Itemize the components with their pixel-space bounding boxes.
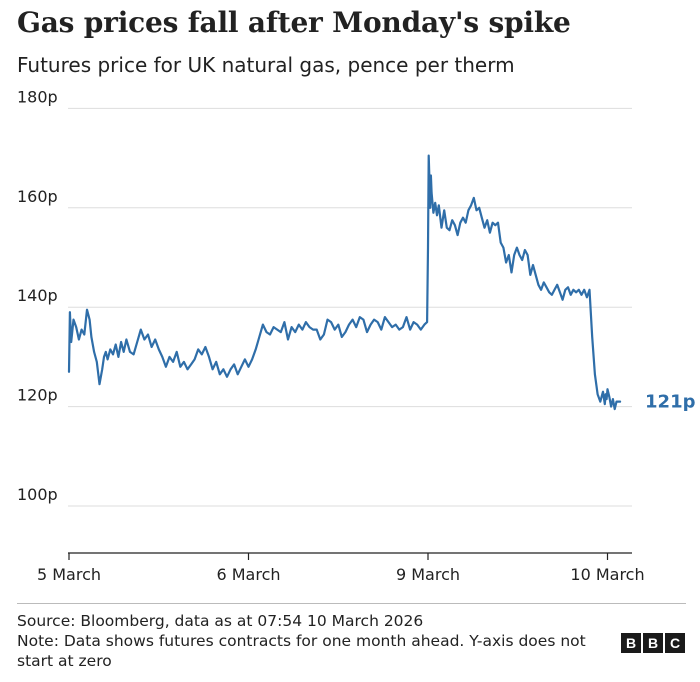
line-chart: 100p 120p 140p 160p 180p 5 March 6 March 9 Marc…: [17, 87, 696, 584]
footer-divider: [17, 603, 686, 604]
logo-letter-b1: B: [621, 633, 641, 653]
y-tick-label-120: 120p: [17, 386, 58, 405]
y-tick-label-180: 180p: [17, 87, 58, 106]
chart-subtitle: Futures price for UK natural gas, pence …: [17, 53, 515, 77]
chart-footer: Source: Bloomberg, data as at 07:54 10 M…: [17, 611, 597, 671]
logo-letter-b2: B: [643, 633, 663, 653]
end-value-label: 121p: [645, 392, 696, 413]
y-tick-label-100: 100p: [17, 485, 58, 504]
y-tick-label-140: 140p: [17, 286, 58, 305]
data-note: Note: Data shows futures contracts for o…: [17, 632, 586, 670]
chart-title: Gas prices fall after Monday's spike: [17, 6, 571, 39]
x-tick-label-3: 10 March: [570, 565, 644, 584]
source-note: Source: Bloomberg, data as at 07:54 10 M…: [17, 612, 424, 630]
x-tick-label-2: 9 March: [396, 565, 460, 584]
x-tick-label-0: 5 March: [37, 565, 101, 584]
x-tick-label-1: 6 March: [216, 565, 280, 584]
y-tick-label-160: 160p: [17, 187, 58, 206]
logo-letter-c: C: [665, 633, 685, 653]
series-line-0: [67, 154, 622, 411]
